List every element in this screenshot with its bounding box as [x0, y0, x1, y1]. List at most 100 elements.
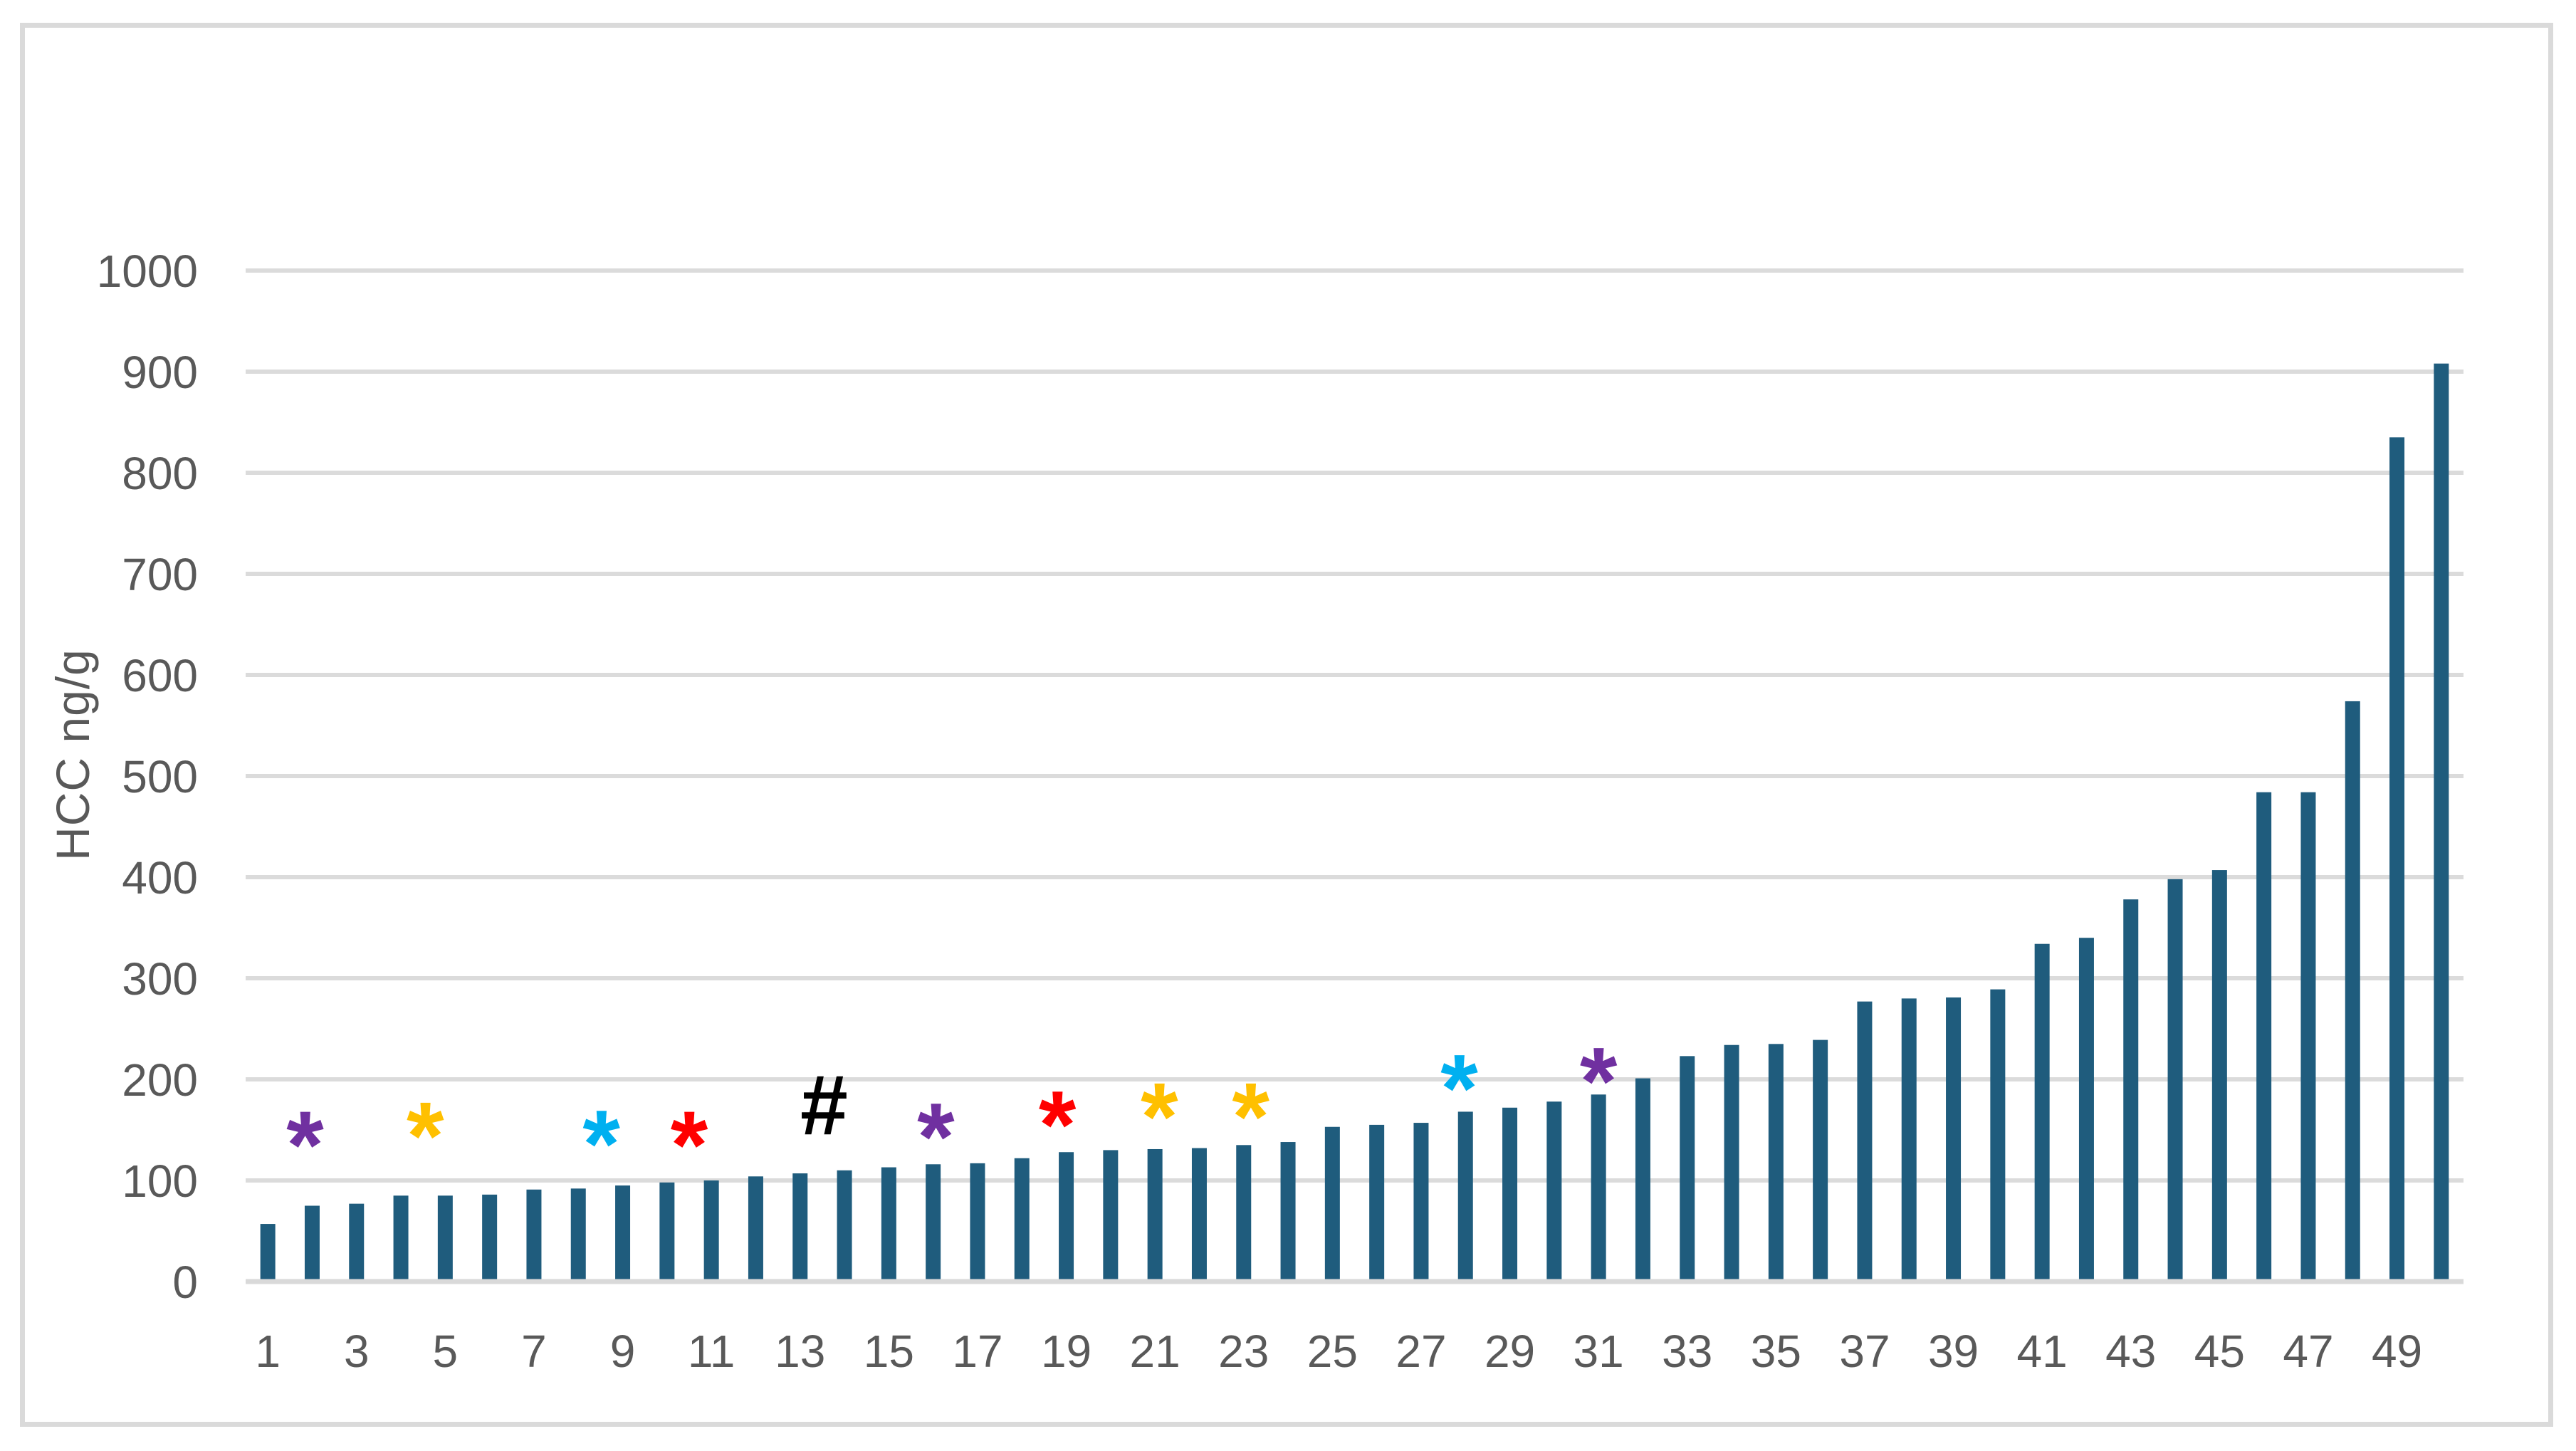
bar	[1059, 1152, 1074, 1282]
bar	[437, 1195, 453, 1282]
x-tick-label: 11	[688, 1326, 735, 1377]
x-tick-label: 7	[521, 1326, 547, 1377]
bar	[393, 1195, 409, 1282]
x-tick-label: 39	[1928, 1326, 1979, 1377]
bar	[1324, 1126, 1340, 1282]
bar	[2389, 437, 2405, 1282]
bar	[1280, 1142, 1296, 1282]
x-tick-label: 37	[1839, 1326, 1890, 1377]
bar	[2256, 792, 2272, 1282]
bar	[659, 1182, 675, 1282]
bar	[1236, 1145, 1252, 1282]
hash-marker: #	[800, 1058, 848, 1153]
x-tick-label: 27	[1396, 1326, 1446, 1377]
bar	[2300, 792, 2316, 1282]
x-tick-label: 29	[1485, 1326, 1535, 1377]
bar	[837, 1170, 852, 1282]
y-tick-label: 800	[122, 448, 198, 499]
x-tick-label: 43	[2105, 1326, 2156, 1377]
x-tick-label: 9	[610, 1326, 636, 1377]
bar	[349, 1203, 365, 1282]
x-tick-label: 23	[1218, 1326, 1269, 1377]
asterisk-marker: *	[407, 1082, 444, 1190]
bar	[482, 1194, 498, 1282]
bar	[304, 1205, 320, 1282]
bar	[1014, 1158, 1030, 1282]
bar	[792, 1173, 808, 1282]
bar	[1457, 1111, 1473, 1282]
asterisk-marker: *	[917, 1083, 955, 1190]
bar	[748, 1176, 763, 1282]
bar	[1680, 1056, 1695, 1282]
y-tick-label: 700	[122, 549, 198, 600]
bar	[1413, 1123, 1429, 1282]
y-tick-label: 0	[172, 1257, 198, 1308]
y-tick-label: 200	[122, 1054, 198, 1106]
x-tick-label: 33	[1662, 1326, 1712, 1377]
asterisk-marker: *	[1141, 1063, 1178, 1170]
bar	[570, 1188, 586, 1282]
bar	[1901, 998, 1917, 1282]
bar	[1635, 1078, 1650, 1282]
x-tick-label: 5	[433, 1326, 459, 1377]
bar	[881, 1167, 896, 1282]
bar	[2345, 701, 2360, 1282]
bar	[1546, 1101, 1562, 1282]
bar	[1591, 1094, 1606, 1282]
asterisk-marker: *	[1580, 1027, 1618, 1135]
x-tick-label: 49	[2372, 1326, 2422, 1377]
x-tick-label: 35	[1751, 1326, 1801, 1377]
asterisk-marker: *	[671, 1091, 708, 1199]
x-tick-label: 47	[2283, 1326, 2333, 1377]
bar	[260, 1224, 276, 1282]
asterisk-marker: *	[582, 1090, 620, 1198]
bar	[1502, 1107, 1518, 1282]
x-tick-label: 41	[2017, 1326, 2068, 1377]
y-axis-title: HCC ng/g	[46, 649, 99, 861]
bar	[526, 1189, 542, 1282]
bar	[2123, 899, 2139, 1282]
x-tick-label: 3	[344, 1326, 370, 1377]
bar	[1946, 997, 1962, 1282]
x-tick-label: 13	[775, 1326, 825, 1377]
bar	[1191, 1148, 1207, 1282]
y-tick-label: 300	[122, 953, 198, 1005]
bar	[1813, 1039, 1828, 1282]
y-tick-label: 400	[122, 852, 198, 903]
bar	[1147, 1148, 1163, 1282]
bar	[970, 1163, 985, 1282]
bar	[2034, 943, 2050, 1282]
y-tick-label: 600	[122, 650, 198, 701]
x-tick-label: 45	[2194, 1326, 2245, 1377]
asterisk-marker: *	[1440, 1034, 1478, 1142]
bar	[703, 1180, 719, 1282]
x-tick-label: 21	[1130, 1326, 1180, 1377]
y-tick-label: 100	[122, 1156, 198, 1207]
asterisk-marker: *	[1039, 1071, 1077, 1178]
bar	[1857, 1001, 1873, 1282]
bar	[1990, 989, 2006, 1282]
bar	[2211, 870, 2227, 1282]
bar	[1103, 1150, 1119, 1282]
bar	[1369, 1124, 1385, 1282]
bar	[1724, 1044, 1739, 1282]
asterisk-marker: *	[286, 1091, 324, 1199]
x-tick-label: 19	[1041, 1326, 1091, 1377]
bar	[2078, 938, 2094, 1282]
bar	[1768, 1044, 1784, 1282]
asterisk-marker: *	[1232, 1063, 1269, 1170]
bar	[615, 1185, 631, 1282]
x-tick-label: 31	[1574, 1326, 1624, 1377]
x-tick-label: 17	[952, 1326, 1002, 1377]
x-tick-label: 25	[1307, 1326, 1358, 1377]
x-tick-label: 15	[864, 1326, 914, 1377]
x-tick-label: 1	[255, 1326, 281, 1377]
y-tick-label: 500	[122, 751, 198, 802]
y-tick-label: 1000	[97, 246, 198, 297]
y-tick-label: 900	[122, 347, 198, 398]
bar	[2434, 363, 2449, 1282]
bar	[2167, 879, 2183, 1282]
bar	[926, 1164, 941, 1282]
